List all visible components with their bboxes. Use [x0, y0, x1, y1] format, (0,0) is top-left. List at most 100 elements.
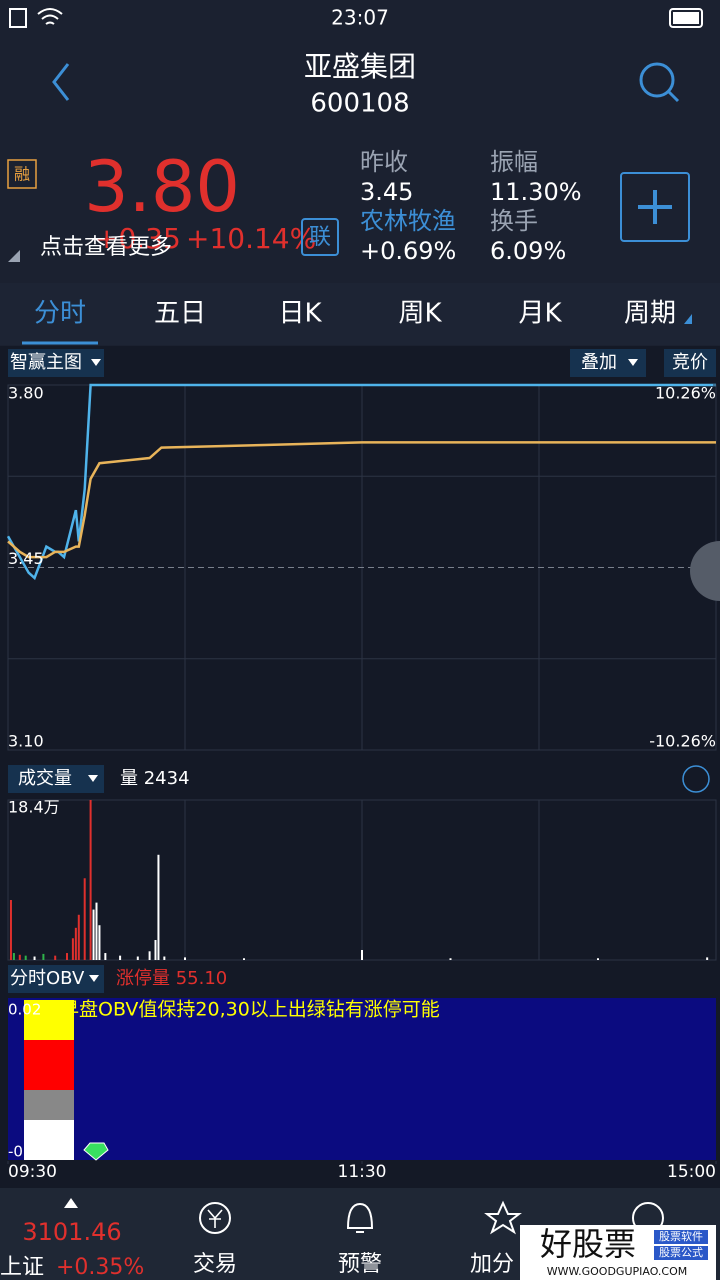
price-change-pct: +10.14%: [186, 222, 316, 255]
auction-button[interactable]: [664, 349, 716, 377]
tab[interactable]: 周K: [398, 299, 442, 329]
y-tick-label: 3.45: [8, 549, 44, 568]
volume-bar: [54, 955, 57, 960]
price-line: [7, 441, 716, 559]
obv-selector[interactable]: [8, 965, 104, 993]
tab[interactable]: 分时: [34, 299, 86, 329]
tab[interactable]: 周期: [624, 299, 676, 329]
watermark-tag-text: 股票公式: [659, 1246, 703, 1259]
volume-bar: [83, 878, 86, 960]
volume-bar: [157, 854, 160, 960]
nav-label[interactable]: 加分: [470, 1252, 514, 1277]
main-selector-text: 智赢主图: [10, 351, 82, 373]
dropdown-arrow: [88, 775, 98, 782]
y2-tick-label: -10.26%: [649, 732, 716, 751]
volume-bar: [9, 900, 12, 960]
volume-bar: [66, 953, 68, 960]
margin-badge-text: 融: [14, 165, 30, 184]
dropdown-arrow: [91, 359, 101, 366]
watermark-url: WWW.GOODGUPIAO.COM: [547, 1265, 688, 1278]
auction-text: 竞价: [672, 352, 708, 373]
watermark-brand: 好股票: [540, 1225, 636, 1263]
nav-label[interactable]: 预警: [338, 1252, 382, 1277]
link-badge[interactable]: [301, 218, 339, 256]
index-name: 上证: [0, 1255, 44, 1280]
stock-code: 600108: [310, 89, 409, 119]
y-tick-label: 3.10: [8, 732, 44, 751]
volume-bar: [184, 957, 186, 960]
index-value: 3101.46: [22, 1218, 121, 1246]
add-button[interactable]: [620, 172, 690, 242]
overlay-text: 叠加: [581, 352, 617, 373]
index-change: +0.35%: [56, 1255, 144, 1280]
dropdown-arrow: [628, 359, 638, 366]
volume-bar: [243, 958, 245, 960]
sector-label[interactable]: 农林牧渔: [360, 207, 456, 235]
trade-icon[interactable]: [199, 1202, 231, 1234]
margin-badge: [7, 159, 37, 189]
volume-bar: [89, 800, 92, 960]
obv-panel: [8, 998, 716, 1160]
dropdown-arrow: [89, 975, 99, 982]
nav-label[interactable]: 交易: [193, 1252, 237, 1277]
watermark-tag-text: 股票软件: [659, 1229, 703, 1243]
stat-value: 6.09%: [490, 237, 566, 265]
stat-value: 11.30%: [490, 178, 582, 206]
obv-note: 早盘OBV值保持20,30以上出绿钻有涨停可能: [60, 999, 440, 1021]
favorite-icon[interactable]: [484, 1200, 522, 1235]
stock-name: 亚盛集团: [304, 50, 416, 83]
back-button[interactable]: [52, 63, 70, 101]
main-selector[interactable]: [8, 349, 104, 377]
more-link[interactable]: 点击查看更多: [40, 235, 172, 260]
tab[interactable]: 日K: [278, 299, 322, 329]
index-arrow: [64, 1198, 78, 1208]
stat-label: 换手: [490, 207, 538, 235]
battery-level: [673, 12, 699, 24]
volume-bar: [136, 956, 139, 960]
tab[interactable]: 五日: [154, 299, 206, 329]
x-tick-label: 09:30: [8, 1162, 57, 1182]
volume-selector[interactable]: [8, 765, 104, 793]
expand-button[interactable]: [682, 765, 710, 793]
obv-block: [24, 1120, 74, 1160]
volume-bar: [18, 954, 21, 960]
volume-bar: [71, 938, 74, 960]
volume-bar: [33, 956, 36, 960]
tab-dropdown: [684, 314, 692, 324]
watermark-tag: [654, 1230, 708, 1244]
y-tick-label: 18.4万: [8, 798, 60, 817]
obv-block: [24, 1000, 74, 1040]
status-time: 23:07: [331, 6, 389, 30]
volume-bar: [77, 914, 80, 960]
volume-bar: [98, 925, 101, 960]
volume-bar: [119, 955, 122, 960]
y-tick-label: 3.80: [8, 384, 44, 403]
stat-label: 昨收: [360, 148, 408, 176]
stat-value: 3.45: [360, 178, 413, 206]
search-button[interactable]: [639, 62, 680, 103]
y2-tick-label: 10.26%: [655, 384, 716, 403]
price-change: +0.35: [95, 222, 181, 255]
obv-block: [24, 1040, 74, 1090]
volume-bar: [24, 955, 27, 960]
tab[interactable]: 月K: [518, 299, 562, 329]
volume-bar: [597, 958, 599, 960]
link-badge-text: 联: [309, 225, 331, 250]
alert-icon[interactable]: [346, 1202, 374, 1233]
stat-value: +0.69%: [360, 237, 456, 265]
volume-bar: [95, 902, 98, 960]
watermark-tag: [654, 1246, 708, 1260]
volume-bar: [361, 950, 363, 960]
side-handle[interactable]: [690, 541, 720, 601]
volume-bar: [104, 953, 107, 960]
volume-label: 量 2434: [120, 768, 190, 789]
x-tick-label: 11:30: [338, 1162, 387, 1182]
volume-bar: [42, 953, 45, 960]
obv-selector-text: 分时OBV: [10, 968, 85, 989]
obv-top: 0.02: [8, 1001, 41, 1019]
obv-limit-label: 涨停量 55.10: [116, 968, 227, 989]
obv-bottom: -0: [8, 1143, 23, 1161]
sim-icon: [9, 8, 27, 28]
tab-bar: [0, 283, 720, 345]
